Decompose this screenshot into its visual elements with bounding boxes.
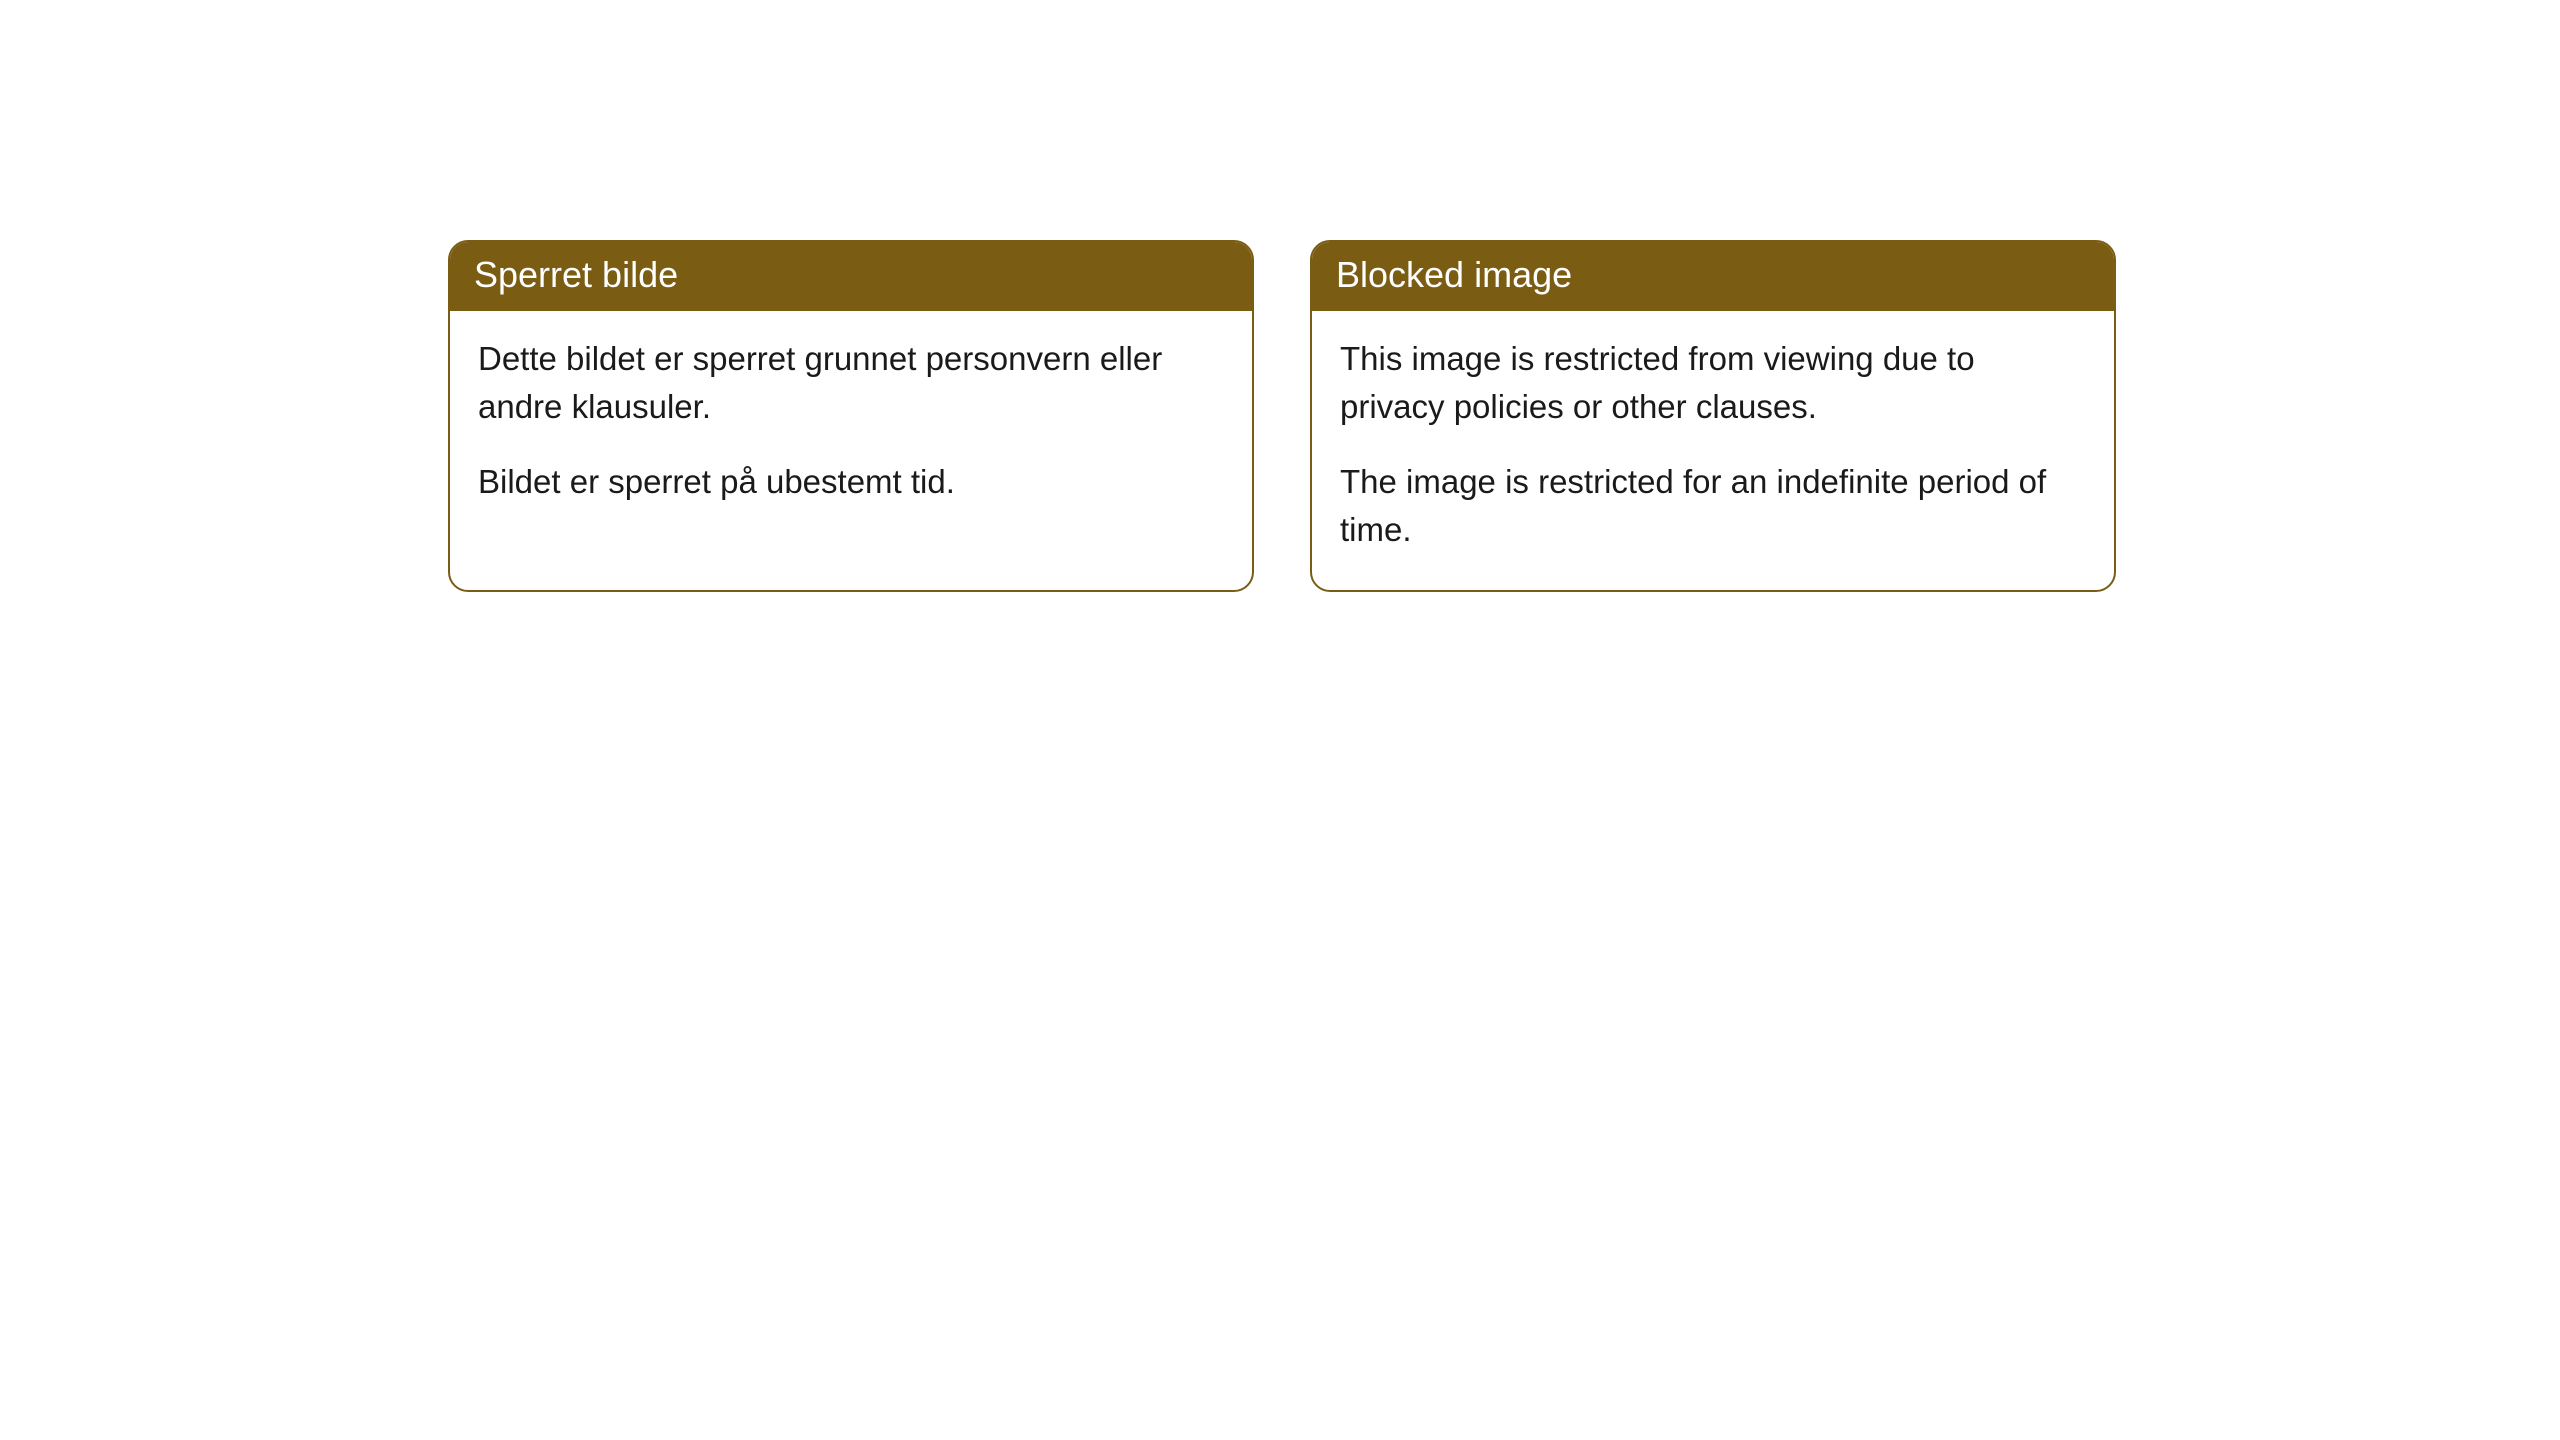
notice-cards-container: Sperret bilde Dette bildet er sperret gr… <box>0 0 2560 592</box>
card-title: Sperret bilde <box>474 254 678 295</box>
card-header: Sperret bilde <box>450 242 1252 311</box>
card-body: Dette bildet er sperret grunnet personve… <box>450 311 1252 543</box>
card-paragraph: Dette bildet er sperret grunnet personve… <box>478 335 1224 431</box>
notice-card-norwegian: Sperret bilde Dette bildet er sperret gr… <box>448 240 1254 592</box>
card-title: Blocked image <box>1336 254 1572 295</box>
card-paragraph: Bildet er sperret på ubestemt tid. <box>478 458 1224 506</box>
card-paragraph: The image is restricted for an indefinit… <box>1340 458 2086 554</box>
card-paragraph: This image is restricted from viewing du… <box>1340 335 2086 431</box>
card-body: This image is restricted from viewing du… <box>1312 311 2114 590</box>
card-header: Blocked image <box>1312 242 2114 311</box>
notice-card-english: Blocked image This image is restricted f… <box>1310 240 2116 592</box>
